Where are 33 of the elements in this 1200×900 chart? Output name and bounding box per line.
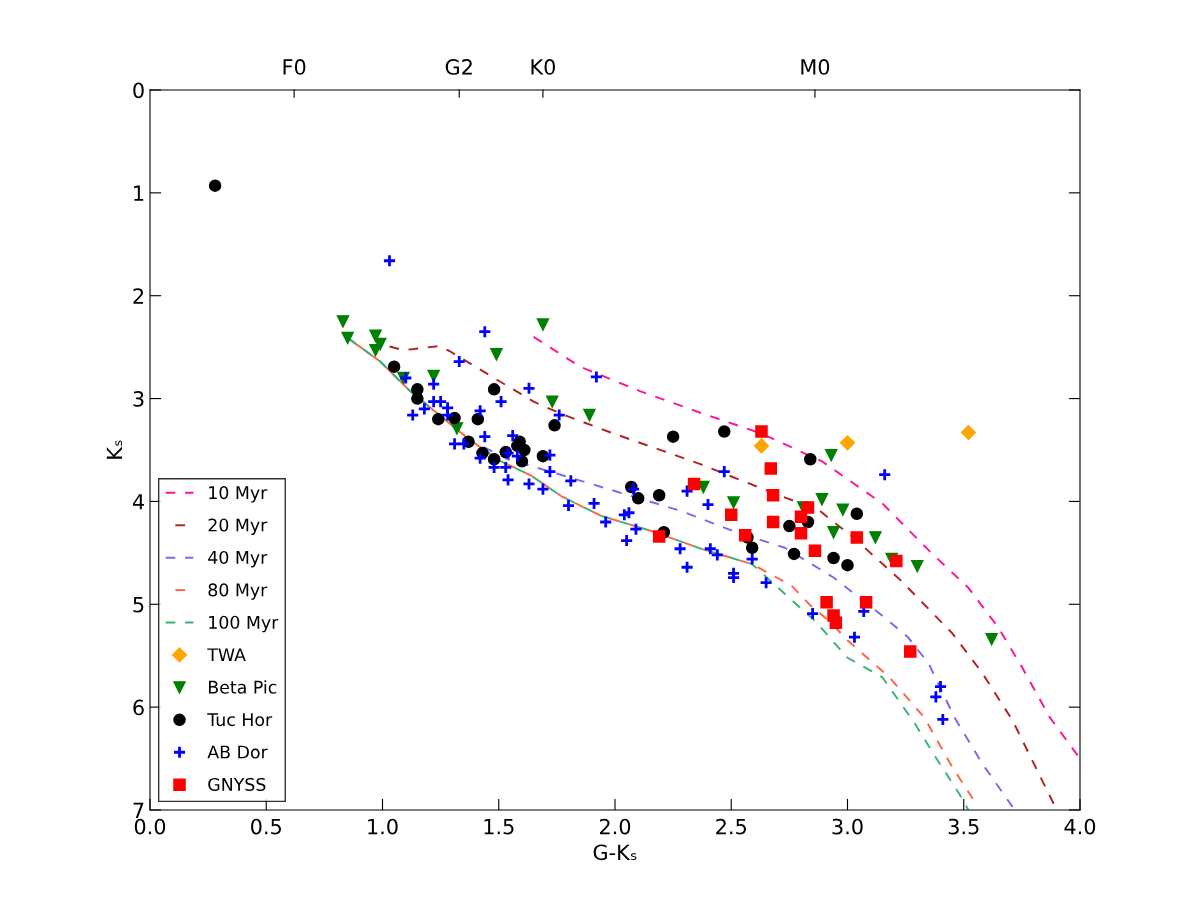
y-axis-title: Kₛ [106, 440, 123, 459]
x-tick-label: 4.0 [1064, 818, 1096, 835]
legend-label: Tuc Hor [207, 713, 273, 727]
legend-label: 80 Myr [208, 583, 268, 600]
x-tick-label: 3.0 [832, 818, 863, 835]
x-tick-label: 3.5 [948, 818, 979, 835]
y-tick-label: 7 [133, 802, 144, 818]
y-tick-label: 3 [133, 391, 144, 407]
text: M0 [801, 59, 830, 75]
x-tick-label: 2.0 [599, 818, 631, 835]
x-tick-label: 0.0 [134, 818, 166, 835]
x-tick-label: 0.5 [251, 818, 281, 835]
y-tick-label: 2 [133, 288, 144, 304]
legend-label: 40 Myr [208, 550, 268, 568]
y-tick-label: 6 [133, 699, 144, 716]
y-tick-label: 4 [132, 494, 144, 510]
y-tick-label: 5 [133, 597, 144, 613]
x-tick-label: 2.5 [716, 818, 746, 835]
text: K0 [531, 59, 555, 75]
legend-label: 20 Myr [208, 518, 268, 535]
y-tick-label: 1 [134, 185, 144, 201]
x-tick-label: 1.0 [368, 818, 398, 835]
legend-label: 100 Myr [209, 615, 279, 633]
legend-label: AB Dor [207, 745, 268, 759]
legend-label: 10 Myr [209, 486, 268, 503]
text: G2 [445, 59, 472, 75]
text: F0 [283, 59, 306, 75]
x-axis-title: G-Kₛ [593, 844, 637, 861]
legend-label: GNYSS [208, 777, 266, 792]
legend-label: TWA [207, 648, 246, 662]
legend-label: Beta Pic [209, 680, 277, 694]
y-tick-label: 0 [133, 82, 144, 99]
x-tick-label: 1.5 [484, 818, 514, 835]
